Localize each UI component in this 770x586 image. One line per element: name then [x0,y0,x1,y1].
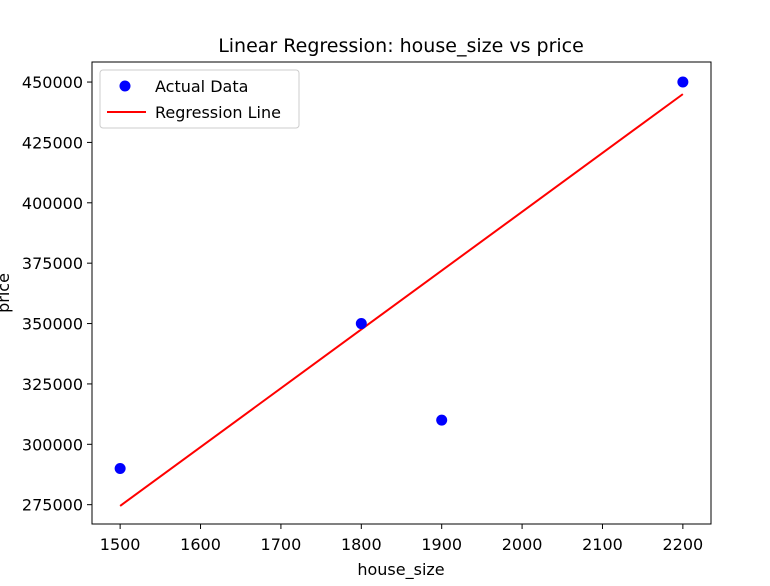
plot-frame [91,61,712,525]
plot-area [114,76,689,507]
legend: Actual Data Regression Line [99,69,300,129]
legend-label: Actual Data [155,77,248,96]
legend-frame [99,69,300,129]
x-tick-label: 1700 [261,535,302,554]
x-tick-label: 1500 [100,535,141,554]
y-axis-label: price [0,273,13,313]
y-tick-label: 350000 [22,315,83,334]
regression-line [119,93,684,507]
chart-title: Linear Regression: house_size vs price [218,35,584,57]
x-axis: 1500 1600 1700 1800 1900 2000 2100 2200 [100,524,703,554]
legend-marker-scatter [119,80,131,92]
data-point [436,414,448,426]
x-tick-label: 1800 [341,535,382,554]
y-tick-label: 300000 [22,435,83,454]
y-tick-label: 400000 [22,194,83,213]
data-point [677,76,689,88]
y-axis: 275000 300000 325000 350000 375000 400000 4250… [22,73,92,515]
x-tick-label: 2000 [502,535,543,554]
data-point [114,462,126,474]
y-tick-label: 450000 [22,73,83,92]
x-tick-label: 2200 [663,535,704,554]
x-tick-label: 2100 [582,535,623,554]
x-tick-label: 1600 [180,535,221,554]
x-axis-label: house_size [357,560,444,580]
y-tick-label: 375000 [22,254,83,273]
y-tick-label: 325000 [22,375,83,394]
legend-label: Regression Line [155,103,281,122]
y-tick-label: 425000 [22,133,83,152]
y-tick-label: 275000 [22,496,83,515]
data-point [355,318,367,330]
x-tick-label: 1900 [421,535,462,554]
